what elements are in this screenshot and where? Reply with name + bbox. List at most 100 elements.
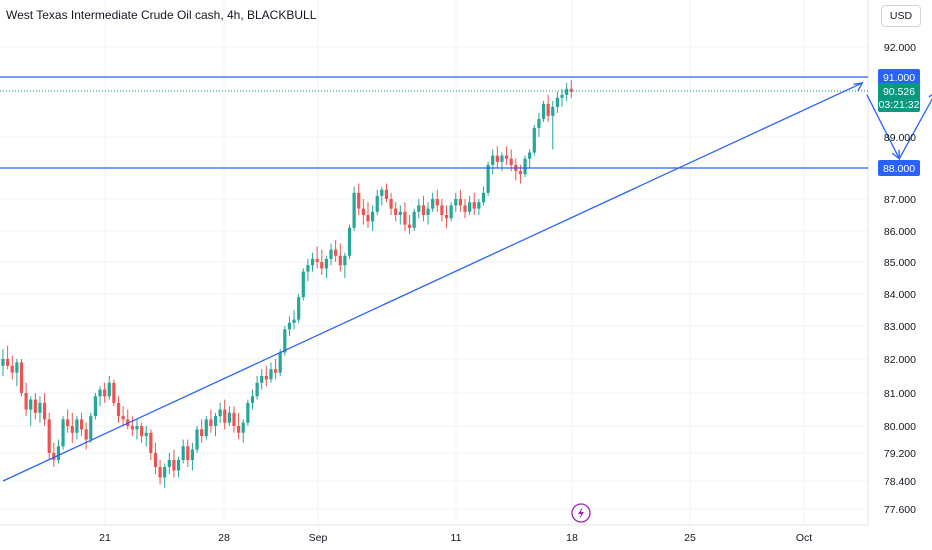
candle xyxy=(158,460,162,485)
candle-body xyxy=(532,127,536,153)
candle xyxy=(380,186,384,206)
candle-body xyxy=(560,94,564,98)
candle xyxy=(209,409,213,433)
candle-body xyxy=(546,103,550,116)
candle-body xyxy=(121,416,125,420)
candle xyxy=(167,453,171,474)
candle xyxy=(33,393,37,420)
candle xyxy=(130,416,134,437)
y-tick-label: 80.000 xyxy=(884,421,916,433)
candle xyxy=(181,439,185,464)
candle xyxy=(394,202,398,222)
x-tick-label: 18 xyxy=(566,532,578,544)
candle xyxy=(532,124,536,156)
candle-body xyxy=(407,224,412,228)
candle-body xyxy=(472,202,476,209)
candle xyxy=(213,412,218,437)
candle xyxy=(537,112,541,137)
candle xyxy=(528,149,532,168)
candle-body xyxy=(338,255,342,266)
x-tick-label: Oct xyxy=(796,532,812,544)
y-tick-label: 85.000 xyxy=(884,257,916,269)
candle xyxy=(10,355,14,380)
candles-layer xyxy=(1,79,573,488)
candle xyxy=(52,442,56,467)
currency-button[interactable]: USD xyxy=(881,5,921,27)
candle-body xyxy=(320,262,324,269)
candle xyxy=(407,215,412,235)
candle-body xyxy=(315,258,319,262)
candle xyxy=(163,463,167,488)
candle-body xyxy=(42,402,47,420)
candle xyxy=(250,389,255,410)
candle-body xyxy=(412,211,416,228)
candle xyxy=(569,79,573,98)
candle xyxy=(190,442,195,471)
candle xyxy=(555,91,559,113)
candle xyxy=(366,202,370,228)
candle-body xyxy=(24,393,28,410)
candle-body xyxy=(98,389,102,397)
candle xyxy=(541,100,546,122)
projection-arrow-up xyxy=(928,93,932,98)
candle xyxy=(403,202,407,231)
candle-body xyxy=(458,199,462,206)
candle-body xyxy=(440,205,444,215)
candle-body xyxy=(394,208,398,215)
candle-body xyxy=(518,171,523,175)
candle-body xyxy=(389,199,393,209)
candle-body xyxy=(227,412,231,423)
candle xyxy=(227,406,231,426)
candle-body xyxy=(569,88,573,92)
candle-body xyxy=(435,199,439,206)
candle xyxy=(6,345,10,370)
candle xyxy=(70,412,74,443)
candle-body xyxy=(509,158,513,165)
candle-body xyxy=(181,446,185,460)
candle-body xyxy=(218,409,222,417)
candle-body xyxy=(33,399,37,413)
candle-body xyxy=(537,118,541,128)
candle-body xyxy=(273,369,278,373)
candle xyxy=(481,186,486,206)
candle-body xyxy=(449,205,453,219)
candle xyxy=(306,258,310,282)
level-price-label: 91.000 xyxy=(883,72,915,84)
candle xyxy=(421,195,426,222)
candle xyxy=(398,205,402,225)
y-tick-label: 87.000 xyxy=(884,194,916,206)
candle-body xyxy=(371,211,375,222)
candle xyxy=(431,192,435,212)
candle xyxy=(241,419,245,443)
candle-body xyxy=(398,211,402,215)
lightning-icon[interactable] xyxy=(571,503,591,523)
time-axis[interactable]: 21 28 Sep 11 18 25 Oct xyxy=(99,532,812,544)
candle-body xyxy=(523,158,527,175)
candle-body xyxy=(66,419,70,426)
candle xyxy=(551,100,555,150)
candle xyxy=(195,426,199,453)
candle xyxy=(463,199,467,219)
candle-body xyxy=(431,199,435,209)
candle-body xyxy=(223,409,227,423)
candle xyxy=(417,199,421,219)
candle-body xyxy=(176,460,181,471)
candle-body xyxy=(306,265,310,272)
candle-body xyxy=(454,199,458,206)
candle xyxy=(66,409,70,433)
candle-body xyxy=(52,453,56,460)
candle xyxy=(79,412,84,437)
price-axis[interactable]: 92.000 89.000 87.000 86.000 85.000 84.000 83.0… xyxy=(878,42,920,516)
candle xyxy=(324,255,328,278)
candle-body xyxy=(29,399,33,410)
candle xyxy=(444,205,449,228)
candle-body xyxy=(167,460,171,467)
candle-body xyxy=(209,419,213,426)
candle xyxy=(329,243,333,266)
candle-body xyxy=(232,412,236,426)
y-tick-label: 84.000 xyxy=(884,289,916,301)
candle-body xyxy=(135,426,139,430)
candle-body xyxy=(237,426,241,433)
